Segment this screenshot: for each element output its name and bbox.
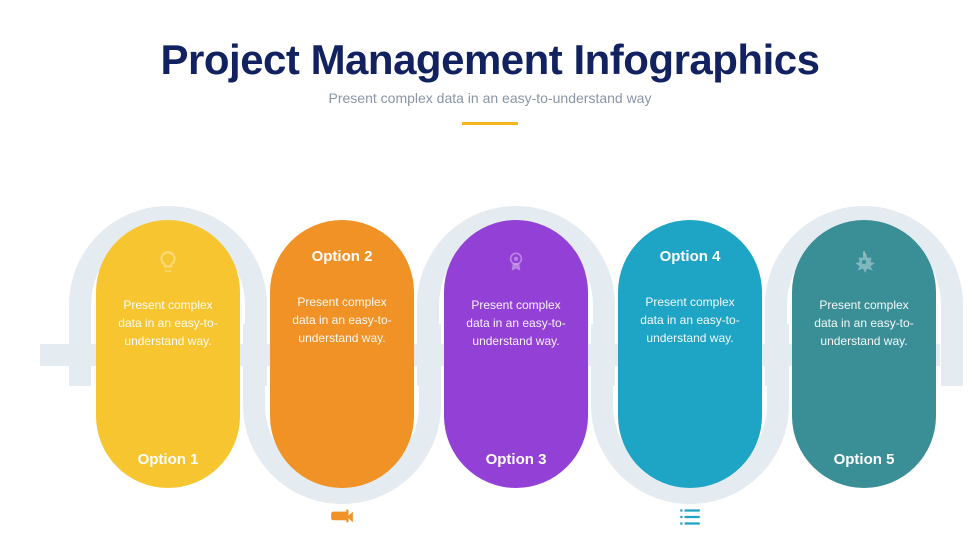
award-icon: [503, 248, 529, 276]
checklist-icon: [677, 504, 703, 530]
title-underline: [462, 122, 518, 125]
option-card-2: Option 2 Present complex data in an easy…: [270, 220, 414, 488]
target-icon: [851, 248, 877, 276]
megaphone-icon: [329, 504, 355, 530]
card-desc: Present complex data in an easy-to-under…: [632, 293, 748, 347]
card-label: Option 2: [312, 248, 373, 265]
lightbulb-icon: [155, 248, 181, 276]
option-card-1: Present complex data in an easy-to-under…: [96, 220, 240, 488]
header: Project Management Infographics Present …: [0, 0, 980, 125]
card-desc: Present complex data in an easy-to-under…: [284, 293, 400, 347]
card-desc: Present complex data in an easy-to-under…: [110, 296, 226, 350]
card-label: Option 4: [660, 248, 721, 265]
option-card-5: Present complex data in an easy-to-under…: [792, 220, 936, 488]
option-card-3: Present complex data in an easy-to-under…: [444, 220, 588, 488]
card-label: Option 5: [834, 451, 895, 468]
page-subtitle: Present complex data in an easy-to-under…: [0, 90, 980, 106]
card-label: Option 1: [138, 451, 199, 468]
page-title: Project Management Infographics: [0, 36, 980, 84]
card-label: Option 3: [486, 451, 547, 468]
process-track: Present complex data in an easy-to-under…: [70, 220, 910, 490]
card-desc: Present complex data in an easy-to-under…: [806, 296, 922, 350]
card-desc: Present complex data in an easy-to-under…: [458, 296, 574, 350]
option-card-4: Option 4 Present complex data in an easy…: [618, 220, 762, 488]
